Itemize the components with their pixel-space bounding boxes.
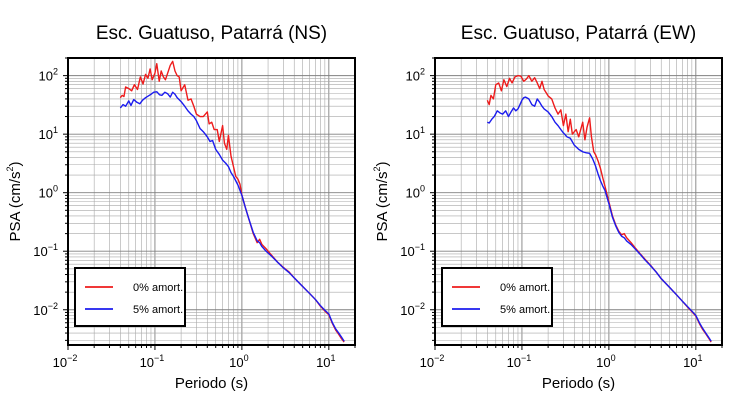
legend-label: 0% amort. xyxy=(133,282,183,294)
legend: 0% amort. 5% amort. xyxy=(74,267,186,327)
y-tick-label: 102 xyxy=(406,67,425,84)
y-axis-label: PSA (cm/s2) xyxy=(5,161,24,241)
y-tick-label: 100 xyxy=(39,184,58,201)
series-line-five-percent-damping xyxy=(487,96,712,342)
y-tick-label: 10−1 xyxy=(400,242,425,259)
chart-panel-ns: 10−2 10−1 100 101 10−2 10−1 100 101 102 0% amor… xyxy=(5,23,356,392)
x-axis-label: Periodo (s) xyxy=(542,375,615,392)
y-tick-labels: 10−2 10−1 100 101 102 xyxy=(33,67,58,318)
tick-marks xyxy=(63,57,356,350)
y-tick-label: 100 xyxy=(406,184,425,201)
x-tick-label: 101 xyxy=(316,353,335,370)
y-axis-label-tail: ) xyxy=(374,161,391,166)
y-tick-labels: 10−2 10−1 100 101 102 xyxy=(400,67,425,318)
x-tick-label: 101 xyxy=(683,353,702,370)
x-axis-label: Periodo (s) xyxy=(175,375,248,392)
legend-label: 5% amort. xyxy=(500,304,550,316)
legend: 0% amort. 5% amort. xyxy=(441,267,553,327)
y-tick-label: 10−2 xyxy=(400,301,425,318)
y-axis-label: PSA (cm/s2) xyxy=(372,161,391,241)
x-tick-label: 10−2 xyxy=(53,353,78,370)
y-axis-label-exponent: 2 xyxy=(372,166,382,171)
legend-box xyxy=(74,267,186,327)
legend-box xyxy=(441,267,553,327)
series-line-five-percent-damping xyxy=(119,91,345,342)
x-tick-labels: 10−2 10−1 100 101 xyxy=(420,353,703,370)
chart-title: Esc. Guatuso, Patarrá (NS) xyxy=(96,23,327,44)
y-axis-label-tail: ) xyxy=(7,161,24,166)
x-tick-label: 100 xyxy=(596,353,615,370)
x-tick-label: 10−1 xyxy=(507,353,532,370)
y-axis-label-exponent: 2 xyxy=(5,166,15,171)
x-tick-label: 100 xyxy=(229,353,248,370)
series-group xyxy=(119,60,345,343)
chart-title: Esc. Guatuso, Patarrá (EW) xyxy=(461,23,696,44)
legend-label: 5% amort. xyxy=(133,304,183,316)
y-tick-label: 101 xyxy=(39,125,58,142)
x-tick-labels: 10−2 10−1 100 101 xyxy=(53,353,336,370)
x-tick-label: 10−1 xyxy=(140,353,165,370)
y-axis-label-main: PSA (cm/s xyxy=(374,172,391,242)
y-axis-label-main: PSA (cm/s xyxy=(7,172,24,242)
x-tick-label: 10−2 xyxy=(420,353,445,370)
y-tick-label: 102 xyxy=(39,67,58,84)
series-group xyxy=(486,74,712,343)
y-tick-label: 10−1 xyxy=(33,242,58,259)
chart-panel-ew: 10−2 10−1 100 101 10−2 10−1 100 101 102 0% amor… xyxy=(372,23,723,392)
y-tick-label: 101 xyxy=(406,125,425,142)
y-tick-label: 10−2 xyxy=(33,301,58,318)
tick-marks xyxy=(430,57,723,350)
legend-label: 0% amort. xyxy=(500,282,550,294)
